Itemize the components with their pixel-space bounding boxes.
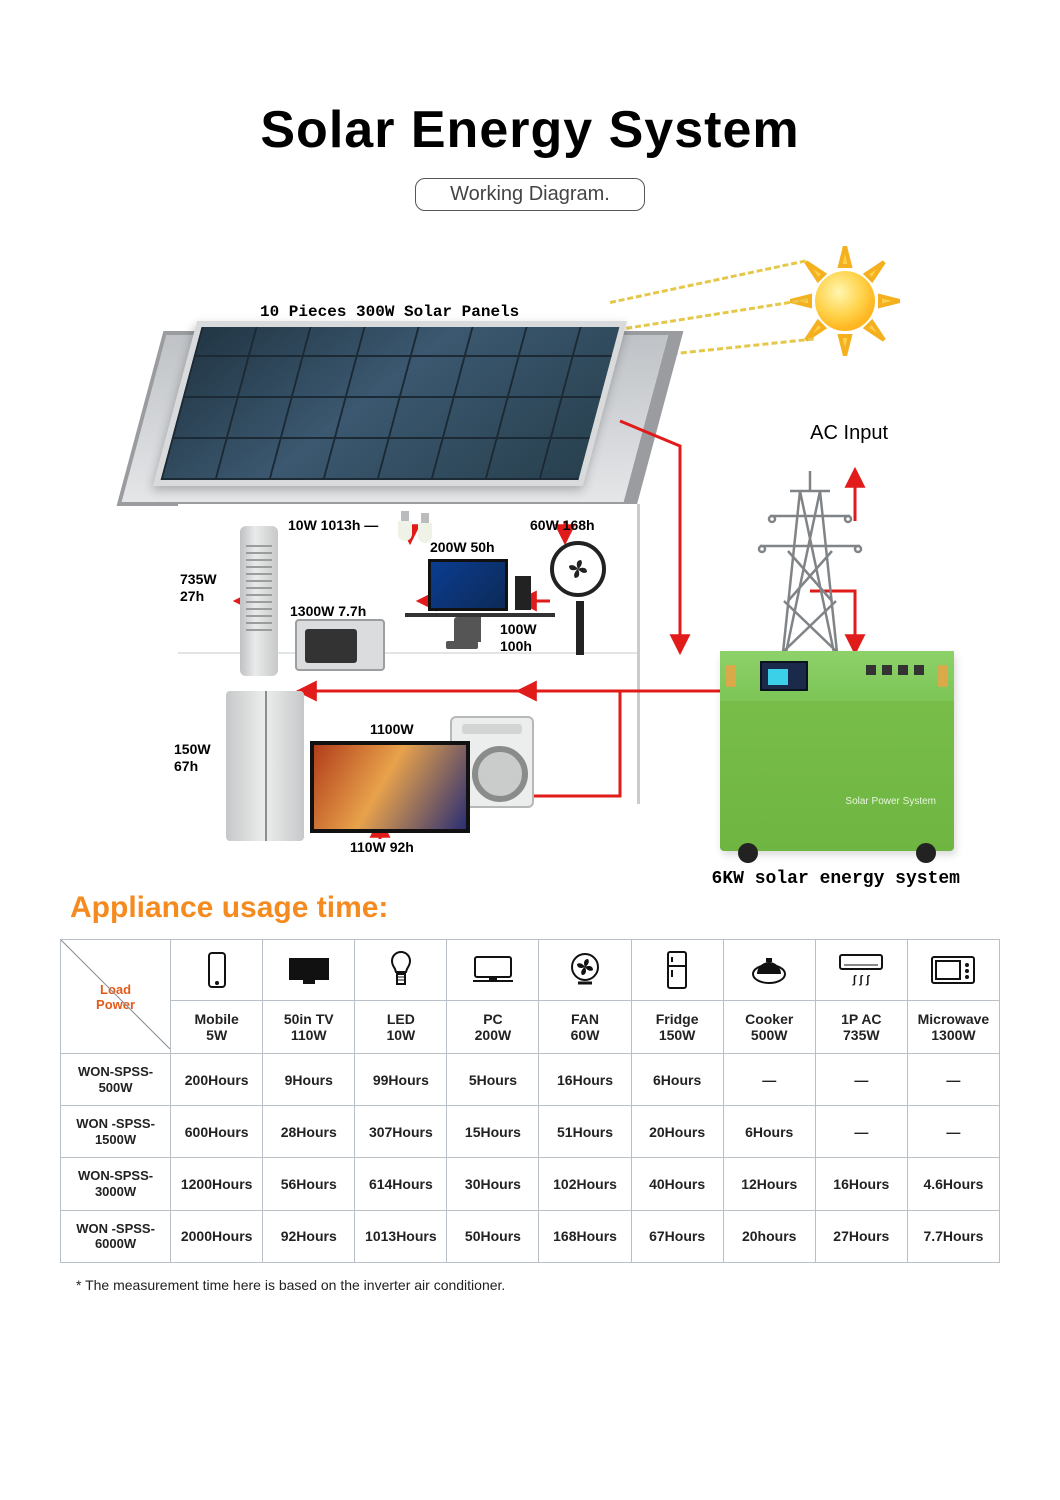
fridge-label: 150W 67h <box>174 741 211 775</box>
value-cell: 1013Hours <box>355 1210 447 1262</box>
value-cell: 28Hours <box>263 1106 355 1158</box>
value-cell: 614Hours <box>355 1158 447 1210</box>
col-header: FAN60W <box>539 1001 631 1054</box>
fridge-icon <box>226 691 304 841</box>
value-cell: 16Hours <box>539 1054 631 1106</box>
fan-icon <box>550 541 606 597</box>
air-conditioner-icon <box>240 526 278 676</box>
value-cell: 600Hours <box>171 1106 263 1158</box>
value-cell: 67Hours <box>631 1210 723 1262</box>
table-corner: LoadPower <box>61 940 171 1054</box>
value-cell: 2000Hours <box>171 1210 263 1262</box>
table-row: WON-SPSS-3000W1200Hours56Hours614Hours30… <box>61 1158 1000 1210</box>
value-cell: 56Hours <box>263 1158 355 1210</box>
value-cell: — <box>815 1106 907 1158</box>
col-icon-fridge <box>631 940 723 1001</box>
value-cell: — <box>723 1054 815 1106</box>
speaker-icon <box>515 576 531 610</box>
tv-label: 110W 92h <box>350 839 414 856</box>
col-icon-fan <box>539 940 631 1001</box>
value-cell: 168Hours <box>539 1210 631 1262</box>
svg-text:ʃ ʃ ʃ: ʃ ʃ ʃ <box>852 974 871 986</box>
ac-input-label: AC Input <box>810 421 888 445</box>
value-cell: 200Hours <box>171 1054 263 1106</box>
value-cell: 4.6Hours <box>907 1158 999 1210</box>
footnote: * The measurement time here is based on … <box>76 1277 1000 1293</box>
model-cell: WON -SPSS-1500W <box>61 1106 171 1158</box>
value-cell: 51Hours <box>539 1106 631 1158</box>
value-cell: — <box>815 1054 907 1106</box>
col-icon-ac: ʃ ʃ ʃ <box>815 940 907 1001</box>
ac-label: 735W 27h <box>180 571 217 605</box>
col-header: LED10W <box>355 1001 447 1054</box>
pc-monitor-icon <box>428 559 508 611</box>
value-cell: — <box>907 1106 999 1158</box>
fan-label: 60W 168h <box>530 517 595 534</box>
section-heading: Appliance usage time: <box>70 891 1000 925</box>
col-header: Cooker500W <box>723 1001 815 1054</box>
col-header: Fridge150W <box>631 1001 723 1054</box>
col-icon-bulb <box>355 940 447 1001</box>
led-bulb-icon <box>398 521 412 541</box>
value-cell: 40Hours <box>631 1158 723 1210</box>
col-header: Microwave1300W <box>907 1001 999 1054</box>
value-cell: 6Hours <box>723 1106 815 1158</box>
value-cell: 99Hours <box>355 1054 447 1106</box>
value-cell: 20Hours <box>631 1106 723 1158</box>
table-row: WON -SPSS-6000W2000Hours92Hours1013Hours… <box>61 1210 1000 1262</box>
value-cell: 9Hours <box>263 1054 355 1106</box>
col-icon-microwave <box>907 940 999 1001</box>
led-label: 10W 1013h — <box>288 517 378 534</box>
pc-label: 200W 50h <box>430 539 495 556</box>
model-cell: WON-SPSS-3000W <box>61 1158 171 1210</box>
value-cell: 7.7Hours <box>907 1210 999 1262</box>
subtitle-pill: Working Diagram. <box>415 178 645 211</box>
value-cell: 307Hours <box>355 1106 447 1158</box>
col-icon-cooker <box>723 940 815 1001</box>
microwave-icon <box>295 619 385 671</box>
col-icon-phone <box>171 940 263 1001</box>
power-tower-icon <box>750 471 870 681</box>
value-cell: 5Hours <box>447 1054 539 1106</box>
tv-icon <box>310 741 470 833</box>
value-cell: 102Hours <box>539 1158 631 1210</box>
table-row: WON-SPSS-500W200Hours9Hours99Hours5Hours… <box>61 1054 1000 1106</box>
col-header: PC200W <box>447 1001 539 1054</box>
value-cell: 50Hours <box>447 1210 539 1262</box>
inverter-unit: Solar Power System <box>720 651 954 851</box>
value-cell: 6Hours <box>631 1054 723 1106</box>
usage-table: LoadPower ʃ ʃ ʃ Mobile5W50in TV110WLED10WP… <box>60 939 1000 1263</box>
microwave-label: 1300W 7.7h <box>290 603 366 620</box>
value-cell: 20hours <box>723 1210 815 1262</box>
col-header: 1P AC735W <box>815 1001 907 1054</box>
value-cell: 92Hours <box>263 1210 355 1262</box>
cooker-label: 100W 100h <box>500 621 537 655</box>
model-cell: WON -SPSS-6000W <box>61 1210 171 1262</box>
value-cell: 1200Hours <box>171 1158 263 1210</box>
value-cell: 27Hours <box>815 1210 907 1262</box>
col-icon-tv <box>263 940 355 1001</box>
working-diagram: 10 Pieces 300W Solar Panels <box>120 221 940 861</box>
col-header: Mobile5W <box>171 1001 263 1054</box>
col-header: 50in TV110W <box>263 1001 355 1054</box>
value-cell: 30Hours <box>447 1158 539 1210</box>
value-cell: 15Hours <box>447 1106 539 1158</box>
value-cell: 16Hours <box>815 1158 907 1210</box>
value-cell: 12Hours <box>723 1158 815 1210</box>
col-icon-pc <box>447 940 539 1001</box>
system-label: 6KW solar energy system <box>712 869 960 891</box>
value-cell: — <box>907 1054 999 1106</box>
model-cell: WON-SPSS-500W <box>61 1054 171 1106</box>
table-row: WON -SPSS-1500W600Hours28Hours307Hours15… <box>61 1106 1000 1158</box>
page-title: Solar Energy System <box>60 100 1000 160</box>
chair-icon <box>440 617 484 667</box>
